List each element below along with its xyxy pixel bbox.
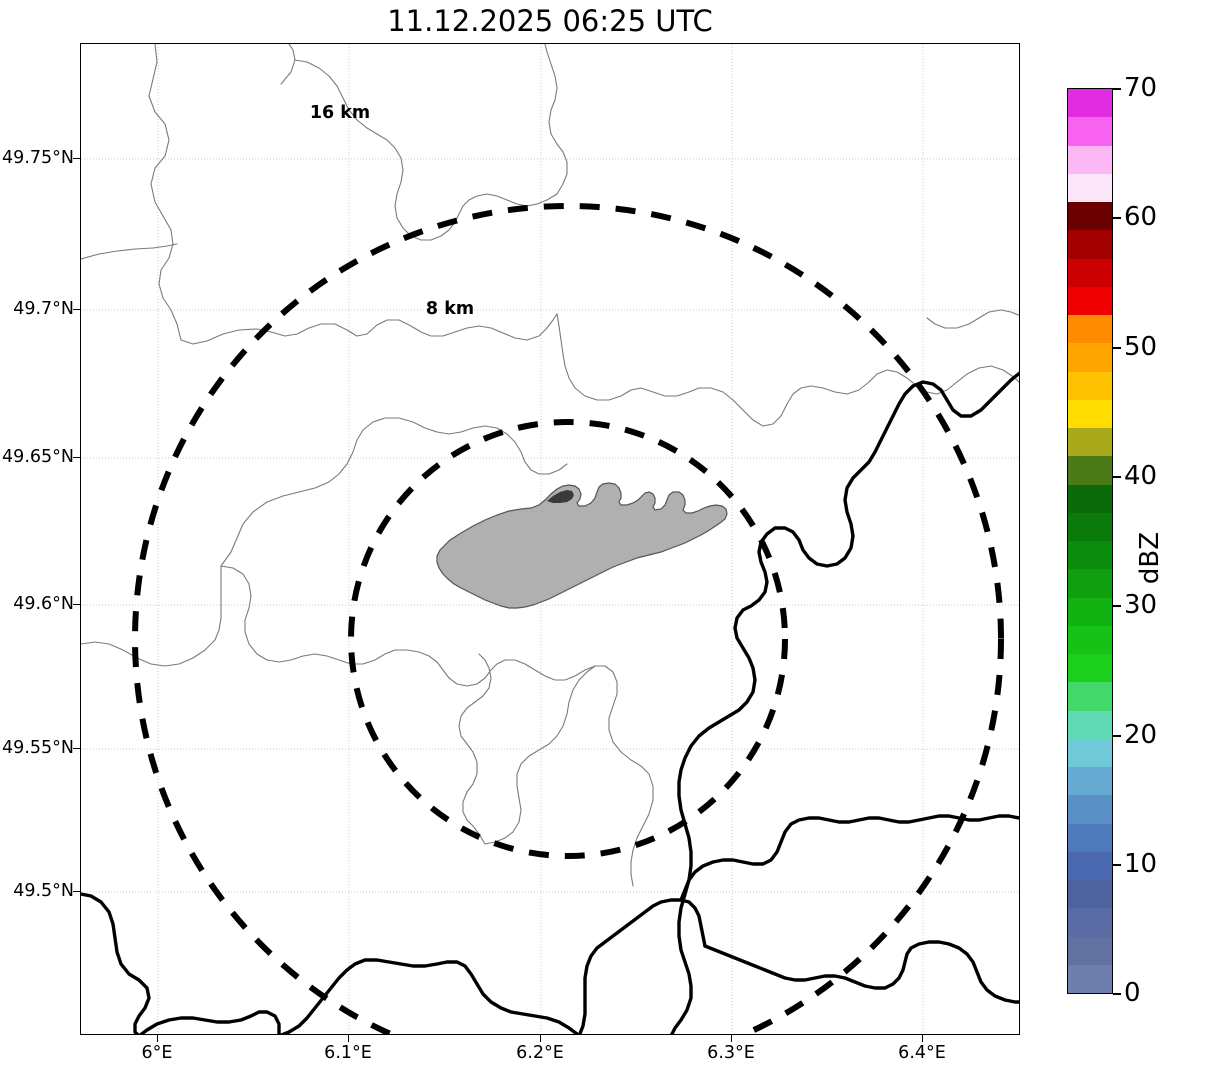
colorbar-band <box>1068 654 1112 683</box>
colorbar-tick <box>1113 864 1121 866</box>
colorbar-band <box>1068 512 1112 541</box>
colorbar-label-50: 50 <box>1124 332 1158 362</box>
range-rings <box>132 203 1004 1034</box>
colorbar-band <box>1068 738 1112 767</box>
xtick-label-3: 6.3°E <box>707 1043 755 1063</box>
colorbar-band <box>1068 795 1112 824</box>
colorbar-band <box>1068 569 1112 598</box>
colorbar-label-0: 0 <box>1124 978 1141 1008</box>
colorbar-band <box>1068 258 1112 287</box>
colorbar-band <box>1068 230 1112 259</box>
colorbar-band <box>1068 315 1112 344</box>
colorbar-band <box>1068 767 1112 796</box>
lake-polygon <box>436 482 728 609</box>
colorbar-band <box>1068 371 1112 400</box>
colorbar-label-40: 40 <box>1124 461 1158 491</box>
colorbar-band <box>1068 484 1112 513</box>
colorbar-band <box>1068 89 1112 118</box>
colorbar-tick <box>1113 88 1121 90</box>
colorbar-tick <box>1113 217 1121 219</box>
colorbar-band <box>1068 117 1112 146</box>
colorbar-label-10: 10 <box>1124 849 1158 879</box>
colorbar-band <box>1068 964 1112 993</box>
range-ring-label-16km: 16 km <box>309 103 371 123</box>
colorbar-tick <box>1113 735 1121 737</box>
colorbar-band <box>1068 710 1112 739</box>
colorbar-axis-label: dBZ <box>1135 531 1165 585</box>
ytick-label-4: 49.55°N <box>2 738 74 758</box>
colorbar-tick <box>1113 347 1121 349</box>
range-ring-label-8km: 8 km <box>425 299 475 319</box>
range-ring-8km <box>348 419 788 859</box>
colorbar-band <box>1068 343 1112 372</box>
national-border <box>81 371 1019 1034</box>
colorbar-band <box>1068 173 1112 202</box>
ytick-mark <box>73 457 80 459</box>
colorbar-band <box>1068 145 1112 174</box>
ytick-label-0: 49.75°N <box>2 148 74 168</box>
xtick-label-2: 6.2°E <box>516 1043 564 1063</box>
colorbar-container[interactable] <box>1067 88 1113 994</box>
ytick-label-2: 49.65°N <box>2 447 74 467</box>
colorbar-band <box>1068 541 1112 570</box>
xtick-mark <box>540 1035 542 1042</box>
range-ring-16km <box>132 203 1004 1034</box>
colorbar-band <box>1068 851 1112 880</box>
ytick-mark <box>73 309 80 311</box>
xtick-mark <box>731 1035 733 1042</box>
colorbar-band <box>1068 202 1112 231</box>
colorbar-label-20: 20 <box>1124 720 1158 750</box>
colorbar-band <box>1068 908 1112 937</box>
colorbar-band <box>1068 880 1112 909</box>
colorbar-gradient <box>1067 88 1113 994</box>
xtick-label-4: 6.4°E <box>898 1043 946 1063</box>
admin-boundaries <box>81 44 1019 887</box>
page-title: 11.12.2025 06:25 UTC <box>387 4 713 38</box>
map-vector-layer <box>81 44 1019 1034</box>
xtick-label-0: 6°E <box>141 1043 173 1063</box>
colorbar-band <box>1068 625 1112 654</box>
ytick-mark <box>73 158 80 160</box>
colorbar-band <box>1068 286 1112 315</box>
xtick-mark <box>922 1035 924 1042</box>
ytick-label-3: 49.6°N <box>13 594 74 614</box>
map-gridlines <box>81 44 1019 1034</box>
colorbar-band <box>1068 682 1112 711</box>
xtick-label-1: 6.1°E <box>324 1043 372 1063</box>
ytick-mark <box>73 748 80 750</box>
colorbar-tick <box>1113 993 1121 995</box>
colorbar-label-60: 60 <box>1124 202 1158 232</box>
xtick-mark <box>157 1035 159 1042</box>
colorbar-band <box>1068 456 1112 485</box>
ytick-label-1: 49.7°N <box>13 299 74 319</box>
colorbar-band <box>1068 823 1112 852</box>
ytick-mark <box>73 891 80 893</box>
ytick-mark <box>73 604 80 606</box>
radar-map-plot-area[interactable]: 16 km 8 km <box>80 43 1020 1035</box>
xtick-mark <box>348 1035 350 1042</box>
colorbar-band <box>1068 399 1112 428</box>
colorbar-tick <box>1113 605 1121 607</box>
colorbar-tick <box>1113 476 1121 478</box>
colorbar-label-30: 30 <box>1124 590 1158 620</box>
colorbar-label-70: 70 <box>1124 73 1158 103</box>
colorbar-band <box>1068 428 1112 457</box>
colorbar-band <box>1068 597 1112 626</box>
colorbar-band <box>1068 936 1112 965</box>
ytick-label-5: 49.5°N <box>13 881 74 901</box>
